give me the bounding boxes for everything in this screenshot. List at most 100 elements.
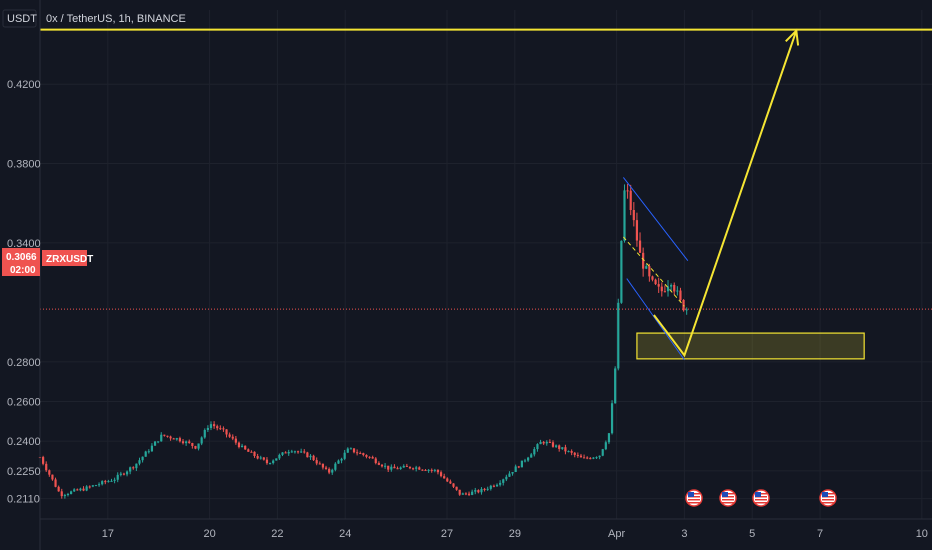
candle-down [228, 434, 231, 437]
candle-down [315, 460, 318, 464]
us-flag-icon[interactable] [819, 489, 837, 507]
candle-down [408, 466, 412, 469]
candle-up [607, 433, 611, 443]
projection-arrow-head [785, 28, 800, 46]
candle-up [281, 452, 284, 455]
candle-down [517, 466, 520, 468]
x-tick-label: 27 [441, 528, 453, 540]
flag-canton [722, 492, 728, 497]
symbol-label-box [42, 250, 87, 266]
candle-up [150, 445, 154, 452]
candle-up [141, 456, 144, 461]
candle-down [477, 490, 480, 493]
candle-down [219, 428, 222, 430]
price-label-value: 0.3066 [6, 252, 37, 263]
x-axis: 17 20 22 24 27 29 Apr 3 5 7 10 [40, 518, 932, 540]
candle-down [365, 454, 368, 457]
candle-up [554, 445, 558, 447]
candle-up [561, 447, 564, 449]
candle-down [439, 472, 443, 477]
candle-down [458, 489, 461, 495]
candle-up [240, 445, 244, 448]
candle-down [651, 276, 654, 280]
flag-stripe [755, 502, 767, 504]
candle-down [303, 451, 306, 453]
candle-down [42, 457, 45, 464]
candle-up [66, 493, 70, 496]
candle-up [278, 454, 281, 459]
candle-up [533, 449, 536, 455]
candle-down [253, 451, 256, 457]
candle-up [290, 451, 293, 453]
x-tick-label: 10 [916, 528, 928, 540]
candle-up [383, 465, 387, 467]
currency-badge[interactable] [2, 9, 37, 28]
candle-down [362, 453, 365, 455]
events-row [685, 489, 837, 507]
price-label-box [2, 248, 40, 276]
candle-up [309, 455, 312, 458]
annotations-group [40, 28, 932, 361]
flag-stripe [688, 502, 700, 504]
candle-up [79, 488, 82, 491]
candle-up [601, 449, 604, 456]
candle-down [424, 469, 427, 471]
candle-down [324, 467, 328, 469]
candle-down [244, 445, 247, 450]
candle-up [427, 469, 430, 471]
candle-down [328, 468, 331, 473]
us-flag-icon[interactable] [752, 489, 770, 507]
candle-up [340, 458, 343, 461]
candle-up [91, 485, 94, 487]
candle-up [539, 441, 542, 445]
candle-up [200, 437, 203, 444]
candle-down [682, 299, 685, 311]
candle-down [374, 458, 377, 464]
candle-up [402, 465, 405, 468]
candle-down [188, 441, 191, 444]
candle-down [359, 453, 362, 455]
symbol-title: 0x / TetherUS, 1h, BINANCE [46, 13, 186, 25]
us-flag-icon[interactable] [685, 489, 703, 507]
flag-stripe [722, 502, 734, 504]
candle-up [343, 452, 346, 459]
candle-down [213, 424, 216, 427]
us-flag-icon[interactable] [719, 489, 737, 507]
candle-down [265, 459, 269, 464]
candle-down [122, 473, 126, 475]
candle-down [368, 456, 371, 458]
grid-lines [40, 10, 932, 519]
x-tick-label: 22 [271, 528, 283, 540]
candle-down [216, 426, 219, 429]
candle-up [598, 455, 601, 458]
flag-canton [688, 492, 694, 497]
candle-down [638, 240, 642, 253]
candle-down [88, 486, 91, 488]
candle-down [262, 457, 265, 460]
candle-down [231, 436, 234, 439]
candle-up [85, 486, 88, 491]
candle-down [387, 465, 390, 470]
candle-up [623, 190, 626, 241]
candle-up [489, 485, 492, 489]
candle-down [222, 428, 225, 430]
price-label-countdown: 02:00 [10, 265, 36, 276]
candle-down [169, 436, 172, 439]
candle-up [508, 473, 511, 477]
candle-down [430, 469, 433, 471]
candle-up [511, 472, 514, 474]
candle-down [455, 486, 458, 490]
x-tick-label: 24 [339, 528, 351, 540]
candle-up [287, 451, 290, 454]
candle-down [673, 284, 676, 292]
candle-down [657, 284, 660, 287]
candle-down [542, 441, 545, 444]
candle-down [421, 469, 424, 471]
candle-down [377, 463, 380, 465]
flag-canton [822, 492, 828, 497]
candle-down [642, 252, 645, 269]
candle-down [586, 457, 589, 459]
candle-down [352, 448, 356, 453]
candle-up [94, 485, 98, 487]
